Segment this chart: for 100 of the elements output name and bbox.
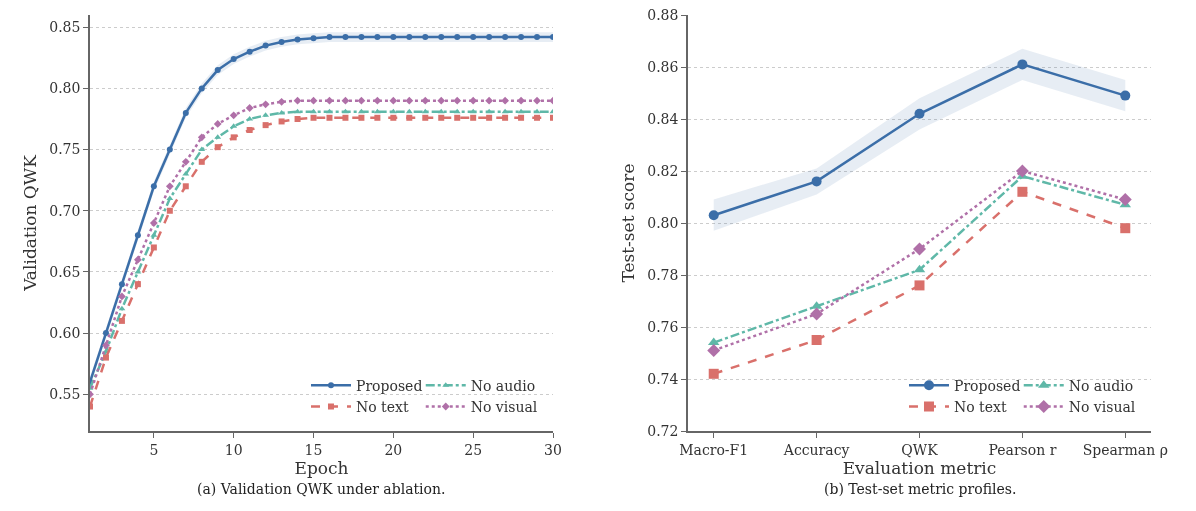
x-tick-label: Macro-F1 xyxy=(679,441,749,458)
point xyxy=(118,281,125,288)
y-tick-label: 0.84 xyxy=(647,110,679,127)
point xyxy=(389,108,397,114)
x-tick-label: 30 xyxy=(544,441,562,458)
point xyxy=(518,34,525,41)
point xyxy=(406,34,413,41)
point xyxy=(373,96,382,105)
y-tick-label: 0.76 xyxy=(647,318,679,335)
point xyxy=(262,122,269,129)
point xyxy=(198,146,206,152)
y-tick-label: 0.70 xyxy=(49,202,81,219)
y-tick-label: 0.74 xyxy=(647,370,679,387)
x-axis-title: Epoch xyxy=(294,457,349,478)
x-tick-label: 10 xyxy=(224,441,243,458)
legend-label: No visual xyxy=(1068,398,1136,415)
point xyxy=(1015,164,1029,178)
point xyxy=(325,96,334,105)
point xyxy=(278,118,285,125)
point xyxy=(390,34,397,41)
legend-label: Proposed xyxy=(953,377,1021,394)
point xyxy=(198,85,205,92)
point xyxy=(246,127,253,134)
point xyxy=(102,341,110,350)
point xyxy=(150,183,157,190)
x-tick-label: 20 xyxy=(384,441,403,458)
point xyxy=(214,144,221,151)
point xyxy=(486,34,493,41)
point xyxy=(518,114,525,121)
legend-label: No text xyxy=(953,398,1007,415)
point xyxy=(166,195,174,201)
point xyxy=(230,56,237,63)
point xyxy=(261,100,270,109)
y-tick-label: 0.60 xyxy=(49,325,81,342)
point xyxy=(278,38,285,45)
point xyxy=(293,96,302,105)
y-tick-label: 0.72 xyxy=(647,422,679,439)
point xyxy=(166,207,173,214)
point xyxy=(502,114,509,121)
point xyxy=(342,34,349,41)
point xyxy=(341,108,349,114)
point xyxy=(326,114,333,121)
point xyxy=(533,96,541,105)
point xyxy=(165,182,174,191)
y-tick-label: 0.86 xyxy=(647,58,679,75)
point xyxy=(913,242,926,256)
y-tick-label: 0.78 xyxy=(647,266,679,283)
legend-label: No audio xyxy=(1068,377,1134,394)
point xyxy=(310,35,317,42)
point xyxy=(149,219,158,227)
point xyxy=(150,244,157,251)
point xyxy=(374,114,381,121)
point xyxy=(421,96,430,105)
point xyxy=(358,114,365,121)
point xyxy=(405,96,414,105)
point xyxy=(438,114,445,121)
point xyxy=(230,134,237,141)
point xyxy=(708,210,719,221)
point xyxy=(262,42,269,49)
point xyxy=(102,354,109,361)
point xyxy=(294,116,301,122)
point xyxy=(309,96,318,105)
y-tick-label: 0.75 xyxy=(49,141,81,158)
point xyxy=(1120,90,1131,101)
point xyxy=(358,34,365,41)
point xyxy=(1118,193,1132,207)
point xyxy=(437,96,446,105)
point xyxy=(134,281,141,288)
point xyxy=(182,109,189,116)
point xyxy=(182,183,189,190)
point xyxy=(708,368,719,379)
point xyxy=(357,108,365,114)
point xyxy=(454,34,461,41)
point xyxy=(181,157,190,166)
legend-label: No text xyxy=(355,398,409,415)
point xyxy=(390,114,397,121)
point xyxy=(811,176,822,187)
x-tick-label: Spearman ρ xyxy=(1082,441,1168,458)
point xyxy=(197,133,206,142)
point xyxy=(326,34,333,41)
x-tick-label: 25 xyxy=(464,441,483,458)
y-axis-title: Validation QWK xyxy=(20,154,41,292)
point xyxy=(486,114,493,121)
y-tick-label: 0.88 xyxy=(647,6,679,23)
y-tick-label: 0.65 xyxy=(49,263,81,280)
point xyxy=(118,292,126,301)
y-tick-label: 0.55 xyxy=(49,386,81,403)
point xyxy=(277,97,286,106)
x-tick-label: 15 xyxy=(304,441,323,458)
point xyxy=(229,111,238,120)
point xyxy=(453,96,462,105)
legend-label: No visual xyxy=(470,398,538,415)
point xyxy=(811,335,822,345)
point xyxy=(406,114,413,121)
point xyxy=(485,96,494,105)
point xyxy=(470,114,477,121)
point xyxy=(374,34,381,41)
point xyxy=(166,146,173,153)
point xyxy=(454,114,461,121)
x-tick-label: 5 xyxy=(149,441,159,458)
